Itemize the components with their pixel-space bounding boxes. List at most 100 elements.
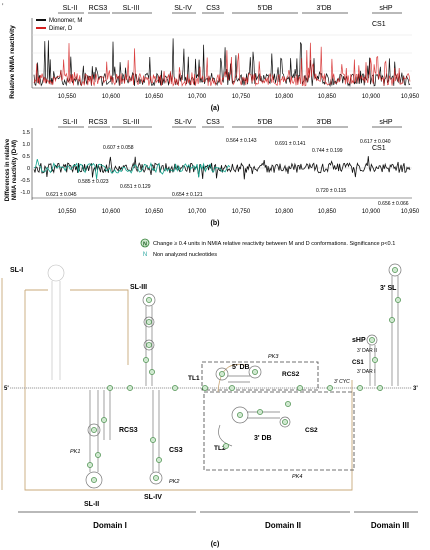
label-pk4: PK4 <box>292 474 302 480</box>
x-tick-label: 10,700 <box>188 209 207 215</box>
db5-structure <box>215 365 262 383</box>
label-sl1: SL-I <box>10 267 23 274</box>
region-label: SL-II <box>63 119 78 126</box>
changed-nucleotide-circle <box>229 385 235 391</box>
sl1-stem <box>47 264 65 380</box>
sl2-stem <box>85 390 111 489</box>
label-tl2: TL2 <box>214 445 226 452</box>
domain-1-label: Domain I <box>93 521 127 530</box>
x-tick-label: 10,800 <box>275 94 294 100</box>
changed-nucleotide-circle <box>146 342 152 348</box>
legend-circle-icon <box>140 238 150 248</box>
label-cs3: CS3 <box>169 447 183 454</box>
label-cyc: 3' CYC <box>334 379 350 385</box>
annotation: 0.654 ± 0.121 <box>172 192 203 198</box>
annotation: 0.691 ± 0.141 <box>275 141 306 147</box>
changed-nucleotide-circle <box>95 452 101 458</box>
x-tick-label: 10,850 <box>318 94 337 100</box>
changed-nucleotide-circle <box>252 369 258 375</box>
region-label: CS3 <box>206 5 220 12</box>
changed-nucleotide-circle <box>149 369 155 375</box>
y-tick-label: -0.5 <box>21 178 30 184</box>
changed-nucleotide-circle <box>146 297 152 303</box>
label-sl3: SL-III <box>130 284 147 291</box>
x-tick-label: 10,550 <box>58 209 77 215</box>
annotations: 0.564 ± 0.143 0.691 ± 0.141 0.607 ± 0.05… <box>46 138 409 207</box>
region-label: 3'DB <box>317 5 332 12</box>
y-axis-label-line1: Differences in relative <box>5 138 11 201</box>
y-tick-label: 1.0 <box>22 142 30 148</box>
changed-nucleotide-circle <box>389 317 395 323</box>
changed-nucleotide-circle <box>392 267 398 273</box>
annotation: 0.720 ± 0.115 <box>316 188 346 194</box>
label-pk1: PK1 <box>70 449 80 455</box>
legend-monomer: Monomer, M <box>49 18 82 24</box>
x-ticks: 10,550 10,600 10,650 10,700 10,750 10,80… <box>58 209 420 215</box>
changed-nucleotide-circle <box>146 319 152 325</box>
y-ticks: 1.5 1.0 0.5 0 -0.5 -1.0 <box>21 130 30 196</box>
trace-difference <box>33 156 411 180</box>
label-pk3: PK3 <box>268 354 279 360</box>
changed-nucleotide-circle <box>327 385 333 391</box>
region-label: sHP <box>379 5 393 12</box>
figure-mark: ʼ <box>2 3 4 11</box>
x-tick-label: 10,750 <box>232 209 251 215</box>
domain-2-label: Domain II <box>265 521 301 530</box>
label-3prime-sl: 3' SL <box>380 285 397 292</box>
label-sl2: SL-II <box>84 501 99 508</box>
panel-b: SL-II RCS3 SL-III SL-IV CS3 5'DB 3'DB sH… <box>5 119 420 227</box>
changed-nucleotide-circle <box>91 477 97 483</box>
legend-circle-letter: N <box>143 242 147 248</box>
sl3prime-stem <box>366 263 402 386</box>
x-tick-label: 10,850 <box>318 209 337 215</box>
trace-difference-highlight <box>33 158 231 180</box>
changed-nucleotide-circle <box>219 371 225 377</box>
y-tick-label: -1.0 <box>21 190 30 196</box>
changed-nucleotide-circle <box>357 385 363 391</box>
x-tick-label: 10,900 <box>362 94 381 100</box>
region-label: sHP <box>379 119 393 126</box>
label-rcs2: RCS2 <box>282 371 300 378</box>
annotation: 0.564 ± 0.143 <box>226 138 257 144</box>
annotation: 0.617 ± 0.040 <box>360 139 391 145</box>
changed-nucleotide-circle <box>156 457 162 463</box>
region-label: 3'DB <box>317 119 332 126</box>
annotation: 0.621 ± 0.045 <box>46 192 77 198</box>
region-label: SL-III <box>123 119 140 126</box>
x-tick-label: 10,600 <box>102 94 121 100</box>
y-axis-label-line2: NMIA reactivity (D-M) <box>12 140 18 200</box>
legend-na-text: Non analyzed nucleotides <box>153 252 217 258</box>
changed-nucleotide-circle <box>87 462 93 468</box>
y-tick-label: 0.5 <box>22 154 30 160</box>
label-dar1: 3' DAR I <box>357 369 375 375</box>
region-label: RCS3 <box>89 5 108 12</box>
changed-nucleotide-circle <box>127 385 133 391</box>
annotation: 0.651 ± 0.129 <box>120 184 151 190</box>
changed-nucleotide-circle <box>91 427 97 433</box>
x-tick-label: 10,900 <box>362 209 381 215</box>
y-tick-label: 1.5 <box>22 130 30 136</box>
x-tick-label: 10,550 <box>58 94 77 100</box>
annotation: 0.656 ± 0.066 <box>378 201 409 207</box>
region-label: 5'DB <box>258 5 273 12</box>
x-tick-label: 10,600 <box>102 209 121 215</box>
changed-nucleotides <box>87 267 401 483</box>
region-label-cs1: CS1 <box>372 145 386 152</box>
sl4-stem <box>149 390 163 485</box>
panel-label-c: (c) <box>211 541 220 548</box>
changed-nucleotide-circle <box>101 417 107 423</box>
legend-dimer: Dimer, D <box>49 26 73 32</box>
y-tick-label: 0 <box>27 166 30 172</box>
trace-dimer <box>33 42 411 87</box>
region-label: RCS3 <box>89 119 108 126</box>
label-5prime: 5' <box>4 386 9 392</box>
panel-label-a: (a) <box>211 105 220 112</box>
db3-structure <box>218 406 291 447</box>
changed-nucleotide-circle <box>285 401 291 407</box>
panel-label-b: (b) <box>211 220 220 227</box>
legend-na-letter: N <box>143 252 147 258</box>
annotation: 0.744 ± 0.199 <box>312 148 343 154</box>
changed-nucleotide-circle <box>153 475 159 481</box>
pk4-box <box>203 391 355 471</box>
